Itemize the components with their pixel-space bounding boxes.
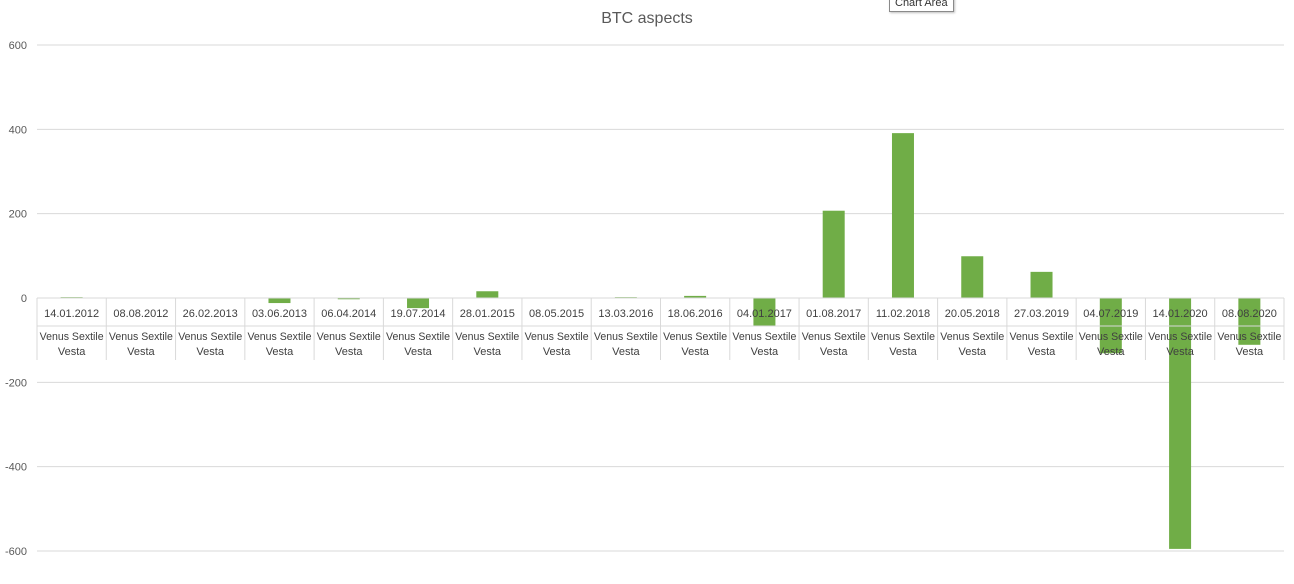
category-date-label: 04.01.2017 [737, 308, 792, 320]
category-aspect-label: Vesta [474, 346, 502, 358]
category-aspect-label: Venus Sextile [732, 331, 796, 343]
category-date-label: 20.05.2018 [945, 308, 1000, 320]
category-aspect-label: Vesta [1166, 346, 1194, 358]
chart-title: BTC aspects [601, 10, 693, 27]
category-aspect-label: Vesta [196, 346, 224, 358]
category-aspect-label: Vesta [889, 346, 917, 358]
category-aspect-label: Venus Sextile [1217, 331, 1281, 343]
bar[interactable] [753, 298, 776, 327]
category-aspect-label: Vesta [266, 346, 294, 358]
category-aspect-label: Venus Sextile [247, 331, 311, 343]
category-aspect-label: Venus Sextile [178, 331, 242, 343]
bar[interactable] [407, 298, 430, 309]
category-aspect-label: Venus Sextile [594, 331, 658, 343]
category-date-label: 11.02.2018 [876, 308, 930, 320]
bar[interactable] [476, 291, 499, 298]
category-aspect-label: Venus Sextile [317, 331, 381, 343]
category-aspect-label: Venus Sextile [386, 331, 450, 343]
category-axis: 14.01.2012 Venus Sextile Vesta 08.08.2012 Ve… [36, 297, 1285, 360]
category-aspect-label: Vesta [1028, 346, 1056, 358]
category-date-label: 04.07.2019 [1083, 308, 1138, 320]
bar[interactable] [1169, 298, 1192, 549]
bars [60, 133, 1261, 549]
category-aspect-label: Vesta [751, 346, 779, 358]
category-date-label: 28.01.2015 [460, 308, 515, 320]
y-tick-label: -200 [5, 377, 27, 389]
category-aspect-label: Venus Sextile [525, 331, 589, 343]
category-aspect-label: Venus Sextile [1010, 331, 1074, 343]
category-aspect-label: Vesta [1236, 346, 1264, 358]
category-aspect-label: Vesta [543, 346, 571, 358]
category-date-label: 27.03.2019 [1014, 308, 1069, 320]
category-aspect-label: Venus Sextile [40, 331, 104, 343]
y-tick-label: 0 [21, 293, 27, 305]
category-date-label: 13.03.2016 [598, 308, 653, 320]
category-date-label: 08.05.2015 [529, 308, 584, 320]
category-date-label: 26.02.2013 [183, 308, 238, 320]
category-date-label: 18.06.2016 [668, 308, 723, 320]
bar[interactable] [268, 298, 291, 304]
category-aspect-label: Venus Sextile [455, 331, 519, 343]
category-aspect-label: Vesta [1097, 346, 1125, 358]
category-aspect-label: Venus Sextile [1079, 331, 1143, 343]
bar[interactable] [684, 295, 707, 298]
y-tick-label: -600 [5, 546, 27, 558]
category-aspect-label: Vesta [127, 346, 155, 358]
y-tick-label: -400 [5, 462, 27, 474]
category-aspect-label: Venus Sextile [109, 331, 173, 343]
category-aspect-label: Venus Sextile [940, 331, 1004, 343]
category-aspect-label: Vesta [58, 346, 86, 358]
category-date-label: 01.08.2017 [806, 308, 861, 320]
category-aspect-label: Venus Sextile [663, 331, 727, 343]
y-tick-label: 200 [9, 209, 27, 221]
category-aspect-label: Venus Sextile [871, 331, 935, 343]
category-aspect-label: Vesta [612, 346, 640, 358]
chart-area-tooltip: Chart Area [889, 0, 954, 12]
category-aspect-label: Vesta [404, 346, 432, 358]
category-date-label: 08.08.2020 [1222, 308, 1277, 320]
bar[interactable] [337, 298, 360, 300]
category-date-label: 06.04.2014 [321, 308, 376, 320]
category-aspect-label: Vesta [335, 346, 363, 358]
bar[interactable] [1030, 271, 1053, 298]
bar[interactable] [961, 256, 984, 298]
category-date-label: 19.07.2014 [390, 308, 445, 320]
y-tick-label: 400 [9, 124, 27, 136]
value-axis: 600 400 200 0 -200 -400 -600 [5, 40, 27, 558]
category-aspect-label: Venus Sextile [1148, 331, 1212, 343]
category-date-label: 08.08.2012 [113, 308, 168, 320]
category-aspect-label: Vesta [681, 346, 709, 358]
category-date-label: 14.01.2020 [1153, 308, 1208, 320]
category-aspect-label: Vesta [820, 346, 848, 358]
y-tick-label: 600 [9, 40, 27, 52]
category-date-label: 14.01.2012 [44, 308, 99, 320]
bar[interactable] [822, 210, 845, 298]
category-date-label: 03.06.2013 [252, 308, 307, 320]
category-aspect-label: Venus Sextile [802, 331, 866, 343]
bar[interactable] [891, 133, 914, 298]
bar[interactable] [1238, 298, 1261, 345]
category-aspect-label: Vesta [958, 346, 986, 358]
